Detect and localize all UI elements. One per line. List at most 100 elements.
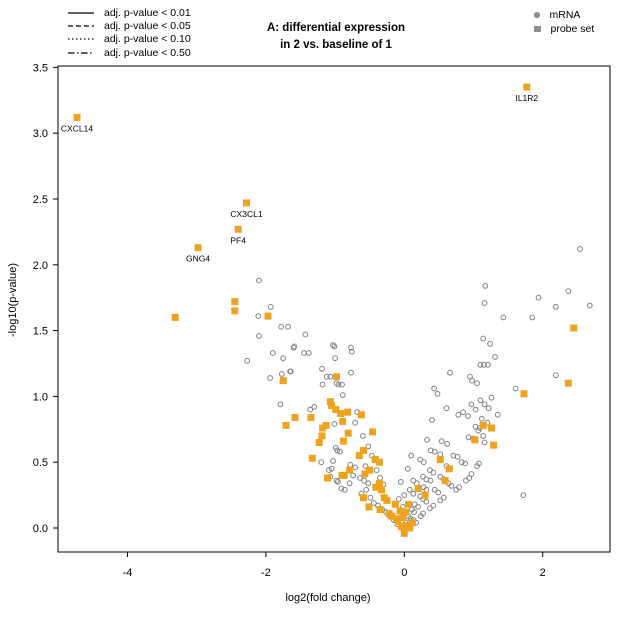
mrna-point (323, 373, 330, 380)
mrna-point (401, 492, 408, 499)
mrna-point (319, 381, 326, 388)
dashed-line-sample (68, 25, 94, 27)
mrna-point (319, 365, 325, 372)
mrna-point (338, 485, 345, 492)
probe-set-point (279, 377, 287, 385)
mrna-point (431, 448, 438, 455)
plot-frame (57, 65, 611, 553)
pvalue-legend-label: adj. p-value < 0.10 (104, 33, 191, 46)
series-marker-legend: mRNA probe set (534, 8, 594, 36)
x-tick-label: -4 (123, 567, 133, 579)
mrna-point (256, 333, 262, 339)
mrna-point (460, 409, 467, 416)
mrna-point (331, 343, 338, 350)
probe-set-point (328, 402, 336, 410)
mrna-point (476, 460, 482, 467)
probe-set-point (318, 432, 326, 440)
probe-set-point (409, 519, 417, 527)
x-axis-title: log2(fold change) (285, 592, 370, 604)
mrna-point (359, 433, 366, 439)
mrna-point (565, 288, 572, 295)
probe-set-point (361, 470, 369, 478)
probe-set-point (375, 458, 383, 466)
probe-set-point (406, 524, 414, 532)
mrna-point (350, 472, 357, 479)
mrna-point (287, 368, 294, 375)
mrna-point (330, 342, 336, 349)
mrna-point (448, 483, 455, 489)
probe-set-point (383, 496, 391, 504)
probe-set-point (570, 324, 578, 332)
mrna-point (339, 392, 346, 399)
marker-legend-item: mRNA (534, 8, 594, 22)
mrna-point (347, 461, 354, 468)
x-tick-label: -2 (261, 567, 271, 579)
mrna-point (326, 467, 332, 474)
gene-label-il1r2: IL1R2 (515, 93, 538, 103)
mrna-point (492, 354, 498, 360)
mrna-point (244, 358, 251, 364)
mrna-point (373, 467, 380, 474)
mrna-point (447, 369, 453, 376)
probe-set-point (324, 474, 331, 482)
probe-set-point (282, 421, 290, 429)
pvalue-legend-item: adj. p-value < 0.05 (67, 19, 191, 32)
probe-set-point (319, 424, 327, 432)
marker-legend-item: probe set (534, 22, 594, 36)
gene-label-cxcl14: CXCL14 (61, 123, 93, 133)
pvalue-legend-item: adj. p-value < 0.10 (67, 33, 191, 46)
y-tick-label: 3.5 (33, 62, 48, 74)
probe-set-point (337, 410, 345, 417)
probe-set-point (355, 452, 363, 460)
mrna-point (478, 415, 485, 422)
mrna-point (427, 477, 434, 484)
pvalue-legend-label: adj. p-value < 0.01 (104, 6, 191, 19)
probe-set-point (369, 428, 376, 436)
marker-legend-label: mRNA (549, 9, 581, 21)
mrna-point (302, 331, 309, 338)
mrna-point (431, 385, 438, 392)
mrna-point (278, 371, 285, 377)
probe-set-point (564, 379, 572, 387)
mrna-point (280, 355, 287, 362)
probe-set-point (441, 477, 449, 485)
mrna-point (477, 397, 484, 404)
probe-set-point (371, 456, 379, 464)
chart-title: A: differential expression in 2 vs. base… (236, 20, 436, 53)
probe-set-point (391, 500, 399, 508)
probe-set-point (488, 424, 495, 432)
probe-set-point (388, 512, 396, 520)
gene-label-pf4: PF4 (230, 235, 246, 245)
mrna-point (290, 344, 297, 351)
probe-set-point (243, 199, 250, 207)
probe-set-point (405, 500, 412, 508)
probe-set-point (333, 373, 340, 381)
mrna-point (410, 477, 417, 484)
mrna-point (481, 401, 488, 408)
mrna-point (339, 381, 345, 388)
mrna-point (500, 314, 507, 321)
mrna-point (577, 246, 583, 252)
mrna-point (512, 385, 519, 392)
mrna-point (487, 340, 494, 347)
mrna-point (377, 475, 384, 481)
probe-set-point (339, 417, 347, 425)
probe-set-point (231, 298, 239, 306)
mrna-point (494, 411, 501, 418)
mrna-point (430, 469, 437, 476)
mrna-point (305, 350, 312, 356)
mrna-point (269, 350, 276, 356)
mrna-point (465, 413, 471, 420)
mrna-point (472, 406, 479, 413)
mrna-point (434, 390, 441, 397)
mrna-point (365, 443, 372, 450)
mrna-point (482, 283, 489, 289)
probe-set-point (234, 225, 242, 233)
mrna-point (462, 460, 469, 467)
mrna-point (285, 323, 291, 330)
probe-set-point (394, 517, 402, 525)
mrna-point (327, 373, 334, 380)
gene-label-cx3cl1: CX3CL1 (230, 209, 262, 219)
